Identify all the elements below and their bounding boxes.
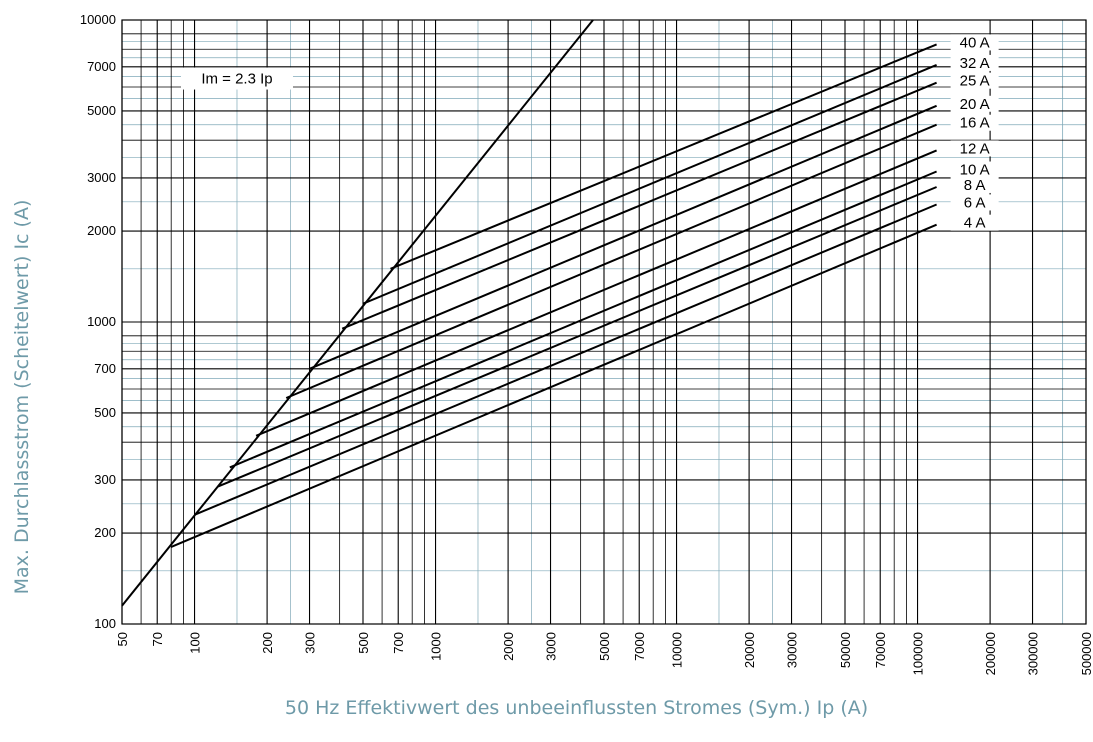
series-line	[170, 223, 937, 548]
x-tick-label: 300000	[1026, 632, 1041, 675]
annotation-box	[180, 67, 293, 90]
series-line	[121, 19, 594, 607]
y-tick-labels: 100 200 300 500 700 1000 2000 3000 5000 7000 10000	[80, 12, 116, 631]
x-axis-title: 50 Hz Effektivwert des unbeeinflussten S…	[284, 697, 869, 719]
x-tick-label: 10000	[670, 632, 685, 668]
x-tick-label: 70	[150, 632, 165, 646]
series-label: 10 A	[960, 162, 990, 179]
series-label-bg	[950, 140, 999, 157]
annotations: Im = 2.3 Ip	[180, 67, 293, 90]
series-label-bg	[950, 114, 999, 131]
series-label: 8 A	[964, 177, 986, 194]
x-tick-label: 7000	[632, 632, 647, 661]
y-tick-label: 5000	[87, 103, 116, 118]
y-tick-label: 10000	[80, 12, 116, 27]
x-tick-label: 100	[188, 632, 203, 654]
series-line	[309, 104, 937, 370]
y-tick-label: 300	[94, 472, 116, 487]
series-label-bg	[950, 95, 999, 112]
series-label: 16 A	[960, 115, 990, 132]
x-tick-label: 2000	[501, 632, 516, 661]
major-grid	[121, 19, 1087, 625]
series-label-bg	[950, 176, 999, 193]
x-tick-label: 300	[303, 632, 318, 654]
series-label-bg	[950, 34, 999, 51]
x-tick-label: 200	[260, 632, 275, 654]
series-line	[390, 43, 937, 270]
y-tick-label: 100	[94, 616, 116, 631]
series-label-bg	[950, 194, 999, 211]
series-label: 4 A	[964, 215, 986, 232]
y-tick-label: 700	[94, 361, 116, 376]
x-tick-label: 100000	[911, 632, 926, 675]
series-line	[285, 123, 937, 399]
x-tick-label: 5000	[597, 632, 612, 661]
y-tick-label: 7000	[87, 59, 116, 74]
series-line	[362, 63, 937, 305]
x-tick-label: 200000	[983, 632, 998, 675]
y-tick-label: 200	[94, 525, 116, 540]
series-label: 6 A	[964, 194, 986, 211]
series-labels: 40 A 32 A25 A 20 A 16 A 12 A 10 A8 A6 A 4 A	[950, 34, 999, 232]
x-tick-label: 1000	[429, 632, 444, 661]
x-tick-label: 70000	[873, 632, 888, 668]
x-tick-label: 500000	[1079, 632, 1093, 675]
series-line	[217, 186, 937, 488]
series-label: 25 A	[960, 73, 990, 90]
series-line	[341, 81, 937, 330]
series-label-bg	[950, 214, 999, 231]
x-tick-label: 500	[356, 632, 371, 654]
series-label-bg	[950, 54, 999, 71]
series-label: 12 A	[960, 140, 990, 157]
series-line	[194, 203, 937, 516]
annotation-text: Im = 2.3 Ip	[201, 71, 272, 88]
plot-frame	[121, 19, 1087, 625]
series-label: 32 A	[960, 55, 990, 72]
x-tick-label: 30000	[785, 632, 800, 668]
series-line	[255, 149, 937, 437]
series-label-bg	[950, 161, 999, 178]
series-label: 40 A	[960, 34, 990, 51]
x-tick-label: 50	[115, 632, 130, 646]
series-label: 20 A	[960, 96, 990, 113]
y-tick-label: 3000	[87, 170, 116, 185]
y-tick-label: 1000	[87, 314, 116, 329]
y-tick-label: 500	[94, 405, 116, 420]
series-label-bg	[950, 72, 999, 89]
x-tick-labels: 50 70 100 200 300 500 700 1000 2000 3000 5000 7000 1…	[115, 632, 1093, 675]
y-tick-label: 2000	[87, 223, 116, 238]
y-axis-title: Max. Durchlassstrom (Scheitelwert) Ic (A…	[11, 199, 33, 595]
x-tick-label: 700	[391, 632, 406, 654]
x-tick-label: 20000	[742, 632, 757, 668]
x-tick-label: 3000	[544, 632, 559, 661]
series-line	[229, 170, 937, 469]
x-tick-label: 50000	[838, 632, 853, 668]
series-layer	[121, 19, 937, 607]
